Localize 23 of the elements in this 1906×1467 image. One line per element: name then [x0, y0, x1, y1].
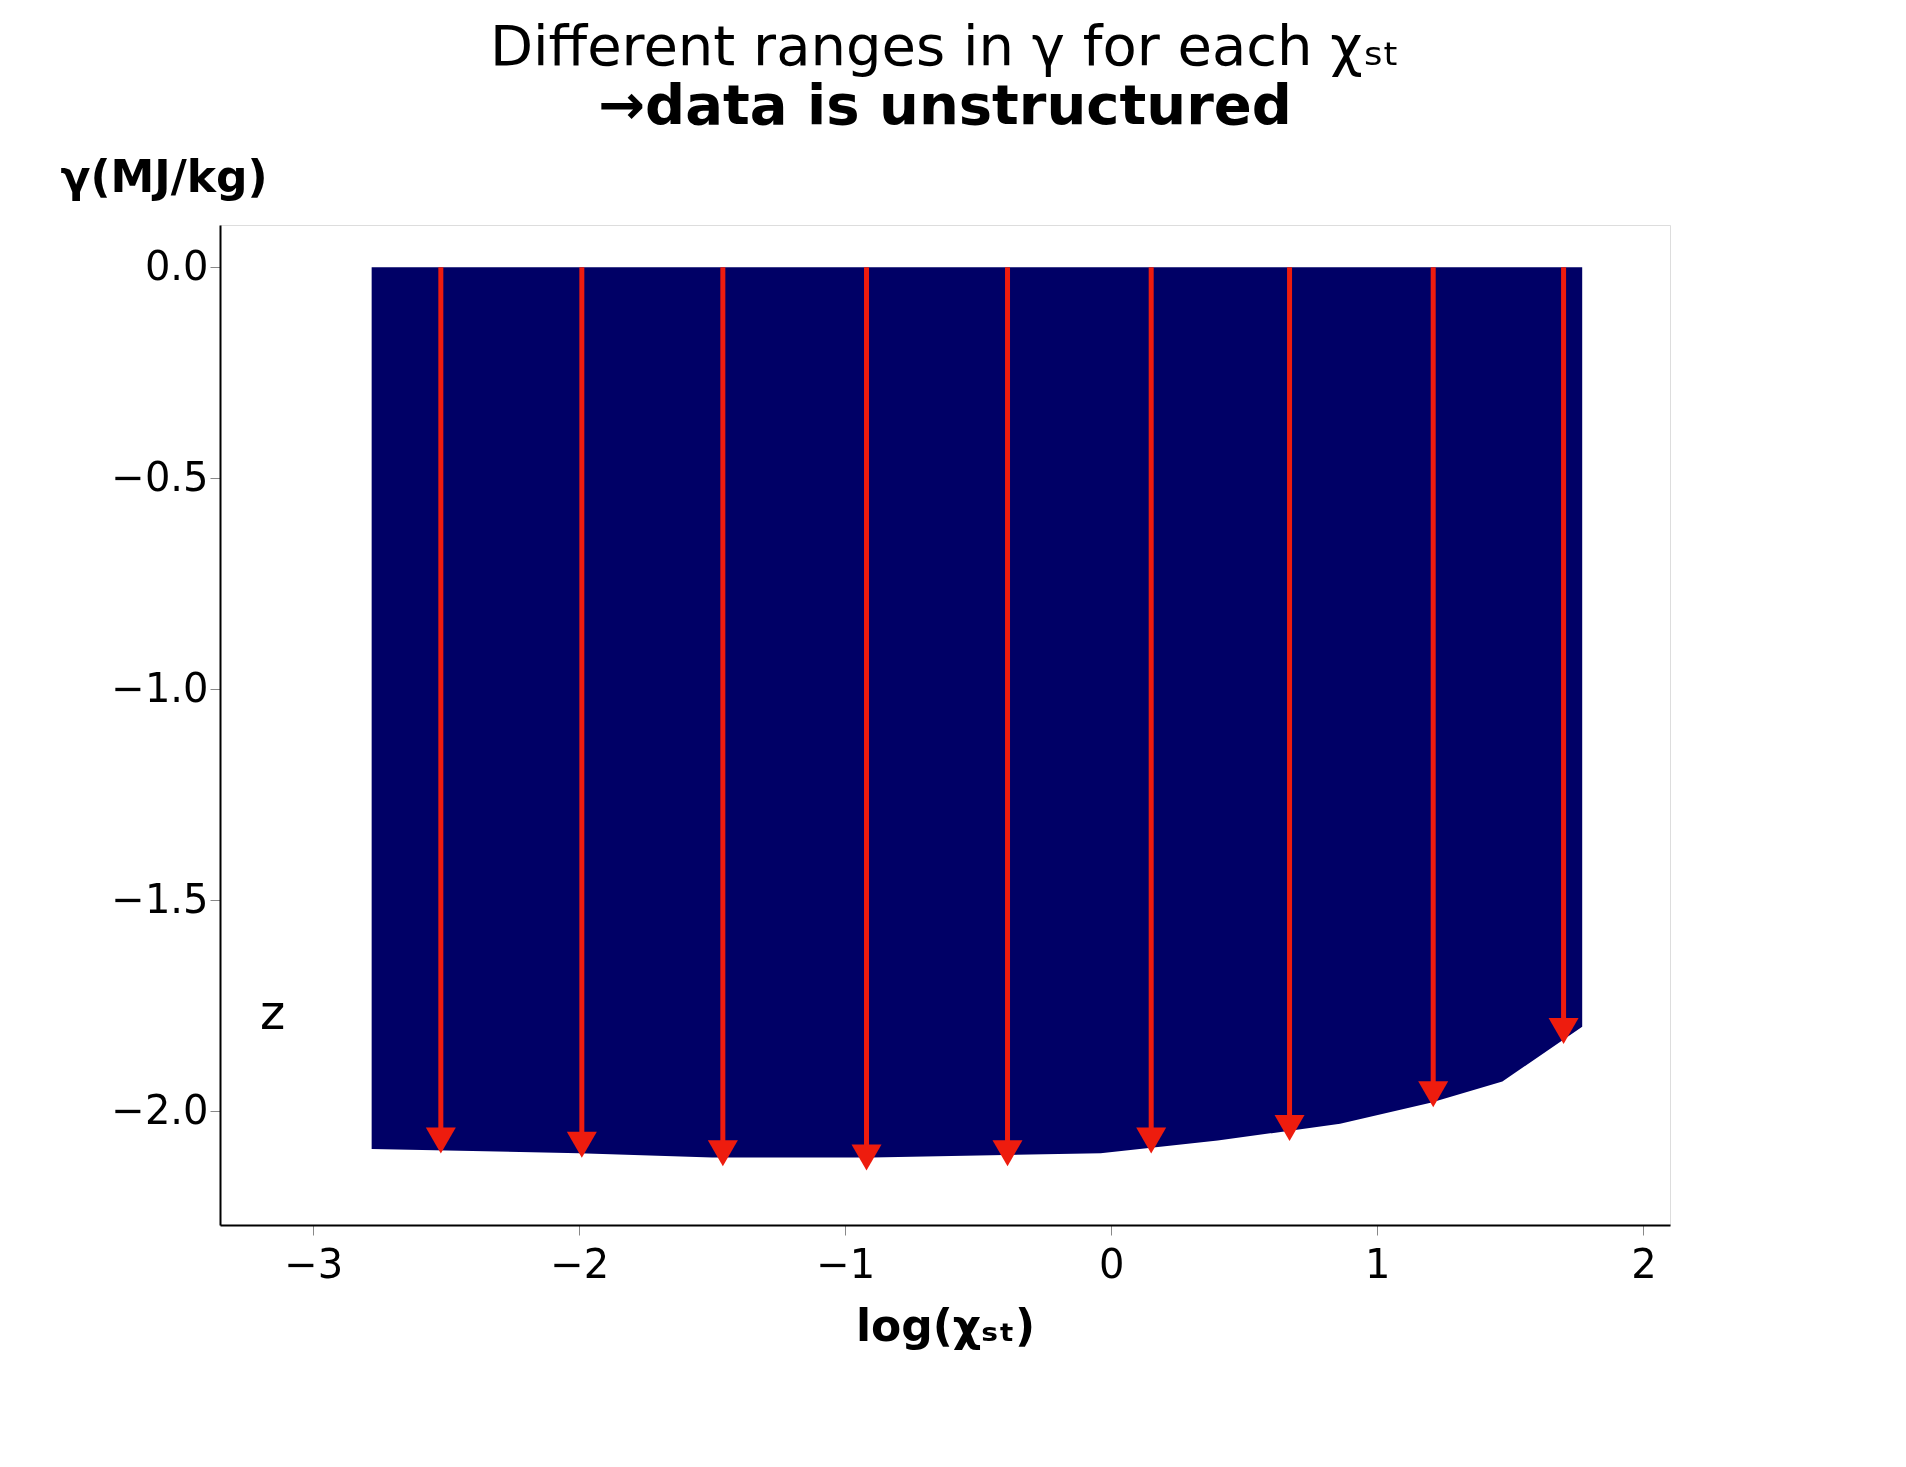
y-tick-label: −1.5 — [111, 875, 209, 922]
y-tick-label: −2.0 — [111, 1086, 209, 1133]
annotation: z — [260, 984, 286, 1040]
point — [1418, 1081, 1449, 1108]
point — [992, 1140, 1023, 1167]
x-axis-title: log(χₛₜ) — [855, 1299, 1036, 1351]
y-tick-label: −0.5 — [111, 453, 209, 500]
x-tick-label: 2 — [1631, 1240, 1657, 1287]
point — [1136, 1127, 1167, 1154]
point — [1548, 1017, 1579, 1044]
point — [707, 1140, 738, 1167]
y-tick-label: −1.0 — [111, 664, 209, 711]
y-tick-label: 0.0 — [144, 242, 209, 289]
x-tick-label: −1 — [816, 1240, 876, 1287]
point — [425, 1127, 456, 1154]
x-tick-label: 0 — [1099, 1240, 1125, 1287]
point — [1274, 1114, 1305, 1141]
x-tick-label: −2 — [550, 1240, 610, 1287]
point — [851, 1144, 882, 1171]
x-tick-label: −3 — [284, 1240, 344, 1287]
x-tick-label: 1 — [1365, 1240, 1391, 1287]
point — [566, 1131, 597, 1158]
y-axis-title: γ(MJ/kg) — [60, 150, 268, 202]
